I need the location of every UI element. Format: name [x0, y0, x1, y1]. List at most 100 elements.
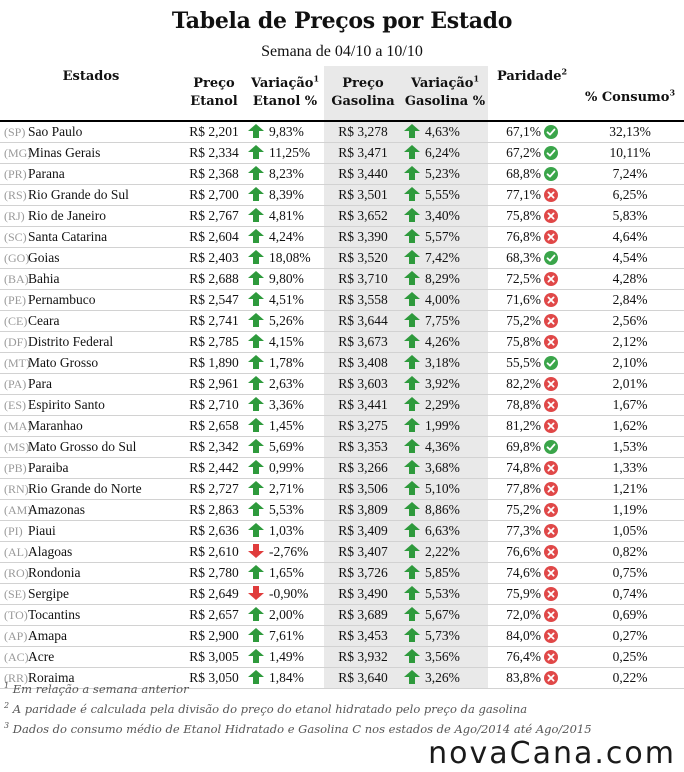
- header-variacao-etanol: Variação1 Etanol %: [246, 66, 324, 122]
- variacao-gasolina-value: 5,67%: [425, 607, 460, 622]
- state-code: (SC): [0, 226, 28, 248]
- variacao-etanol-cell: 8,23%: [246, 163, 324, 185]
- preco-etanol-cell: R$ 2,863: [182, 499, 246, 521]
- state-name: Ceara: [28, 310, 182, 332]
- table-row: (RO) Rondonia R$ 2,780 1,65% R$ 3,726 5,85% 74…: [0, 562, 684, 584]
- arrow-up-icon: [404, 355, 420, 369]
- variacao-gasolina-cell: 3,18%: [402, 352, 488, 374]
- check-circle-icon: [543, 167, 558, 181]
- state-code: (MS): [0, 436, 29, 458]
- x-circle-icon: [543, 503, 558, 517]
- variacao-gasolina-value: 5,55%: [425, 187, 460, 202]
- variacao-gasolina-cell: 4,26%: [402, 331, 488, 353]
- variacao-gasolina-cell: 3,68%: [402, 457, 488, 479]
- state-name: Paraiba: [28, 457, 182, 479]
- paridade-value: 75,2%: [506, 502, 541, 517]
- header-preco-gasolina-line1: Preço: [342, 76, 384, 91]
- paridade-value: 76,8%: [506, 229, 541, 244]
- variacao-etanol-value: -2,76%: [269, 544, 309, 559]
- variacao-etanol-cell: 9,83%: [246, 121, 324, 143]
- arrow-up-icon: [404, 565, 420, 579]
- consumo-cell: 0,74%: [576, 583, 684, 605]
- preco-gasolina-cell: R$ 3,506: [324, 478, 402, 500]
- check-circle-icon: [543, 251, 558, 265]
- arrow-up-icon: [404, 376, 420, 390]
- arrow-up-icon: [404, 313, 420, 327]
- novacana-logo: novaCana.com: [428, 736, 676, 771]
- preco-gasolina-cell: R$ 3,390: [324, 226, 402, 248]
- arrow-up-icon: [404, 208, 420, 222]
- paridade-value: 75,2%: [506, 313, 541, 328]
- consumo-cell: 2,01%: [576, 373, 684, 395]
- page-title: Tabela de Preços por Estado: [171, 8, 513, 34]
- header-variacao-etanol-line1: Variação: [250, 76, 314, 91]
- preco-gasolina-cell: R$ 3,275: [324, 415, 402, 437]
- paridade-value: 81,2%: [506, 418, 541, 433]
- preco-etanol-cell: R$ 2,961: [182, 373, 246, 395]
- variacao-etanol-cell: 1,78%: [246, 352, 324, 374]
- paridade-value: 82,2%: [506, 376, 541, 391]
- x-circle-icon: [543, 566, 558, 580]
- variacao-gasolina-value: 2,29%: [425, 397, 460, 412]
- variacao-gasolina-cell: 4,36%: [402, 436, 488, 458]
- variacao-etanol-cell: 7,61%: [246, 625, 324, 647]
- variacao-etanol-cell: 4,51%: [246, 289, 324, 311]
- state-code: (AL): [0, 541, 28, 563]
- variacao-gasolina-cell: 3,92%: [402, 373, 488, 395]
- state-code: (RR): [0, 667, 28, 689]
- variacao-gasolina-value: 3,26%: [425, 670, 460, 685]
- state-name: Distrito Federal: [28, 331, 182, 353]
- arrow-up-icon: [248, 376, 264, 390]
- table-row: (SC) Santa Catarina R$ 2,604 4,24% R$ 3,390 5…: [0, 226, 684, 248]
- table-row: (CE) Ceara R$ 2,741 5,26% R$ 3,644 7,75% 75,2%…: [0, 310, 684, 332]
- arrow-up-icon: [248, 460, 264, 474]
- header-preco-etanol-line1: Preço: [193, 76, 235, 91]
- state-name: Amazonas: [28, 499, 182, 521]
- x-circle-icon: [543, 230, 558, 244]
- variacao-etanol-value: 9,83%: [269, 124, 304, 139]
- paridade-value: 77,8%: [506, 481, 541, 496]
- state-code: (ES): [0, 394, 28, 416]
- arrow-down-icon: [248, 544, 264, 558]
- arrow-up-icon: [404, 334, 420, 348]
- variacao-etanol-value: 2,71%: [269, 481, 304, 496]
- table-row: (ES) Espirito Santo R$ 2,710 3,36% R$ 3,441 2…: [0, 394, 684, 416]
- table-row: (RN) Rio Grande do Norte R$ 2,727 2,71% R$ 3…: [0, 478, 684, 500]
- preco-etanol-cell: R$ 2,547: [182, 289, 246, 311]
- table-header-row: Estados Preço Etanol Variação1 Etanol % …: [0, 66, 684, 122]
- arrow-up-icon: [404, 418, 420, 432]
- variacao-etanol-value: 7,61%: [269, 628, 304, 643]
- arrow-up-icon: [248, 670, 264, 684]
- variacao-etanol-cell: 2,63%: [246, 373, 324, 395]
- variacao-etanol-value: 5,53%: [269, 502, 304, 517]
- header-variacao-gasolina-line1: Variação: [410, 76, 474, 91]
- variacao-gasolina-value: 8,29%: [425, 271, 460, 286]
- arrow-up-icon: [404, 670, 420, 684]
- header-variacao-gasolina-line2: Gasolina %: [404, 94, 486, 109]
- variacao-gasolina-value: 5,57%: [425, 229, 460, 244]
- header-preco-gasolina: Preço Gasolina: [324, 66, 402, 122]
- arrow-up-icon: [404, 523, 420, 537]
- preco-etanol-cell: R$ 2,767: [182, 205, 246, 227]
- preco-gasolina-cell: R$ 3,652: [324, 205, 402, 227]
- variacao-gasolina-cell: 5,23%: [402, 163, 488, 185]
- header-variacao-etanol-line2: Etanol %: [252, 94, 318, 109]
- preco-etanol-cell: R$ 2,900: [182, 625, 246, 647]
- state-name: Alagoas: [28, 541, 182, 563]
- variacao-etanol-value: 1,78%: [269, 355, 304, 370]
- paridade-value: 75,9%: [506, 586, 541, 601]
- check-circle-icon: [543, 125, 558, 139]
- state-code: (PR): [0, 163, 28, 185]
- header-paridade: Paridade2: [488, 66, 576, 122]
- variacao-etanol-value: 4,15%: [269, 334, 304, 349]
- arrow-up-icon: [404, 439, 420, 453]
- consumo-cell: 2,12%: [576, 331, 684, 353]
- state-code: (RS): [0, 184, 28, 206]
- preco-etanol-cell: R$ 2,604: [182, 226, 246, 248]
- state-name: Goias: [28, 247, 182, 269]
- state-name: Tocantins: [28, 604, 182, 626]
- table-row: (BA) Bahia R$ 2,688 9,80% R$ 3,710 8,29% 72,5%…: [0, 268, 684, 290]
- preco-gasolina-cell: R$ 3,409: [324, 520, 402, 542]
- header-estados: Estados: [0, 66, 182, 122]
- variacao-gasolina-cell: 3,26%: [402, 667, 488, 689]
